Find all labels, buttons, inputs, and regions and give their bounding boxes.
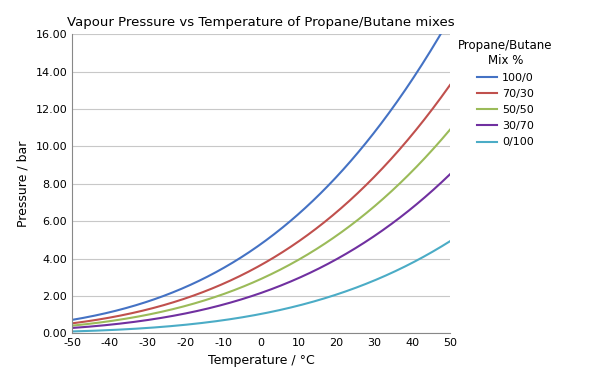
Legend: 100/0, 70/30, 50/50, 30/70, 0/100: 100/0, 70/30, 50/50, 30/70, 0/100 [454,34,557,152]
50/50 [273,269,280,274]
50/50 [68,323,76,328]
30/70 [273,285,280,290]
70/30 [250,267,257,271]
0/100 [250,313,257,318]
50/50 [293,259,301,263]
30/70 [248,294,255,298]
30/70 [378,229,385,233]
0/100 [248,313,255,318]
0/100 [446,239,454,244]
50/50 [446,127,454,132]
70/30 [248,268,255,272]
50/50 [437,138,445,142]
70/30 [68,321,76,326]
Line: 70/30: 70/30 [72,85,450,323]
30/70 [250,293,257,298]
100/0 [250,247,257,251]
100/0 [248,248,255,253]
Line: 100/0: 100/0 [72,18,450,320]
100/0 [273,230,280,235]
0/100 [293,304,301,308]
50/50 [248,281,255,285]
0/100 [437,244,445,249]
100/0 [68,318,76,322]
Y-axis label: Pressure / bar: Pressure / bar [17,141,30,227]
Line: 30/70: 30/70 [72,174,450,328]
30/70 [437,180,445,185]
30/70 [293,277,301,281]
70/30 [437,95,445,100]
0/100 [378,275,385,280]
Line: 50/50: 50/50 [72,129,450,326]
0/100 [68,329,76,334]
70/30 [273,254,280,258]
70/30 [446,83,454,87]
100/0 [437,31,445,36]
100/0 [378,120,385,125]
0/100 [273,308,280,313]
100/0 [446,16,454,20]
50/50 [250,280,257,285]
50/50 [378,198,385,202]
100/0 [293,213,301,218]
Title: Vapour Pressure vs Temperature of Propane/Butane mixes: Vapour Pressure vs Temperature of Propan… [67,16,455,29]
Line: 0/100: 0/100 [72,241,450,331]
30/70 [446,172,454,177]
70/30 [293,240,301,245]
70/30 [378,167,385,171]
30/70 [68,326,76,330]
X-axis label: Temperature / °C: Temperature / °C [208,354,314,367]
